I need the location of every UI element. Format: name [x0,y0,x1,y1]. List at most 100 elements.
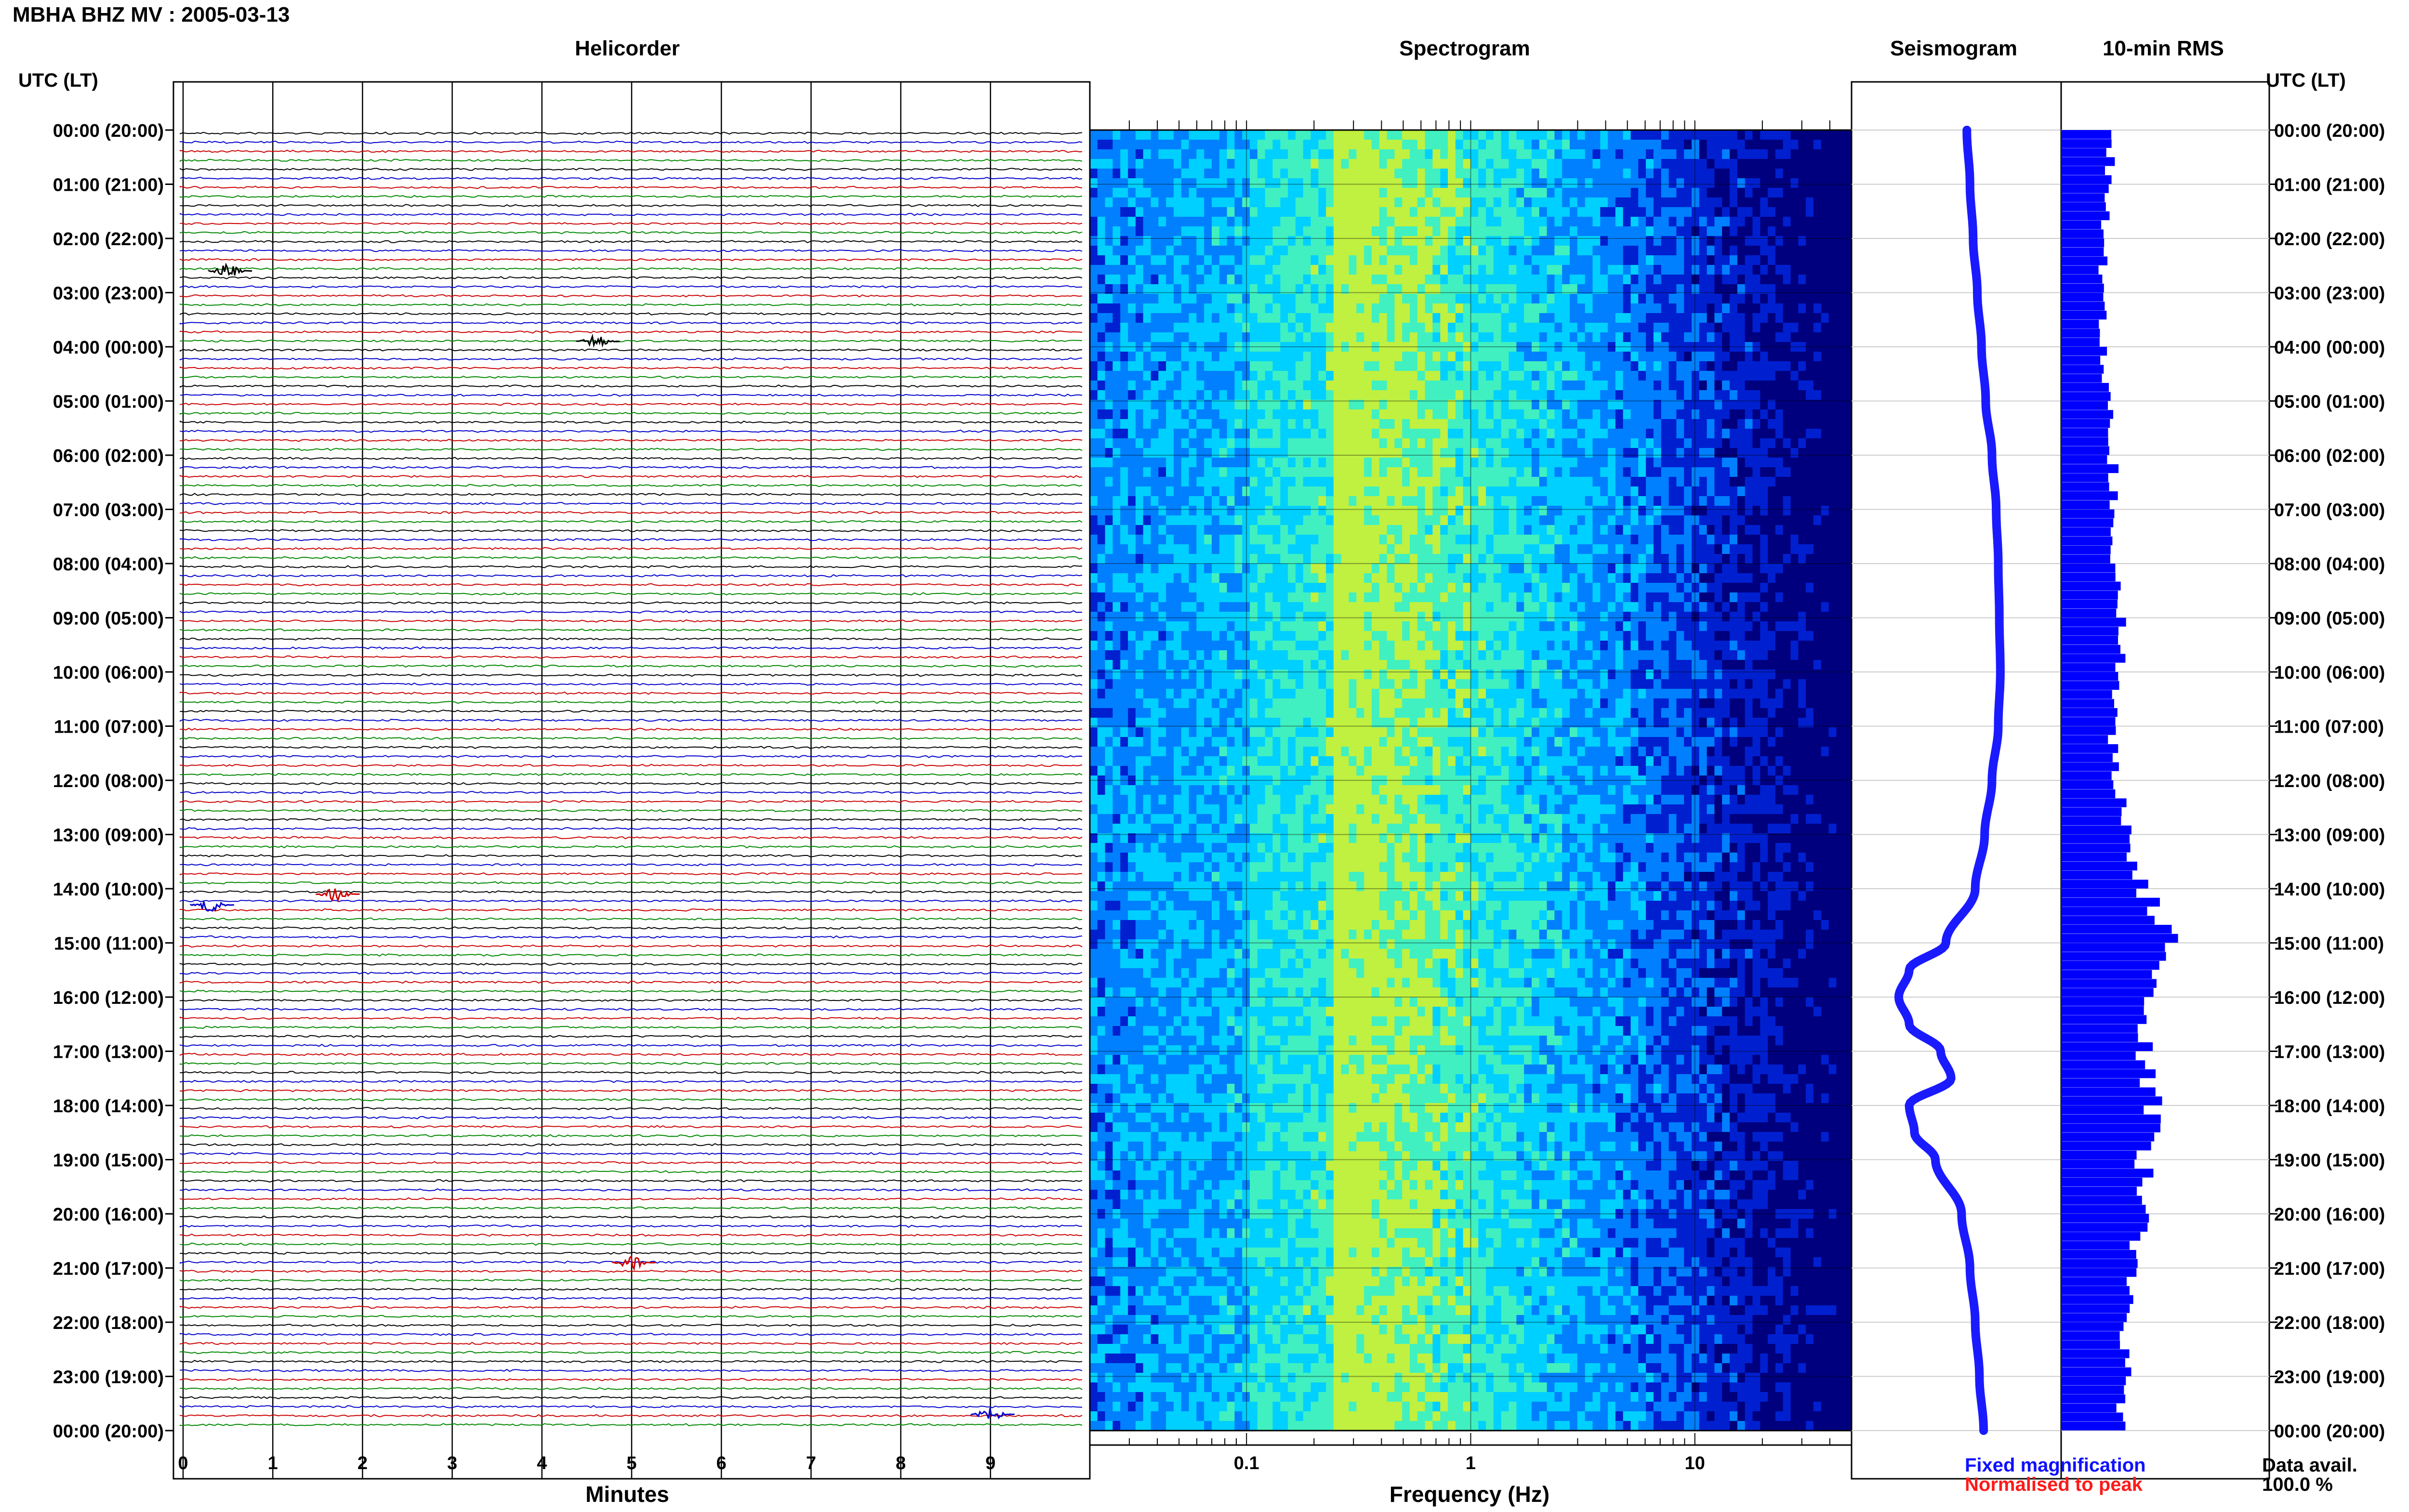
spectrogram-cell [1333,1113,1342,1123]
spectrogram-cell [1265,352,1273,362]
spectrogram-cell [1143,853,1152,863]
spectrogram-cell [1280,361,1288,371]
spectrogram-cell [1196,429,1204,439]
spectrogram-cell [1097,901,1106,911]
spectrogram-cell [1128,1045,1136,1055]
spectrogram-cell [1143,486,1152,497]
spectrogram-cell [1090,1084,1098,1094]
spectrogram-cell [1326,525,1334,535]
spectrogram-cell [1090,265,1098,275]
spectrogram-cell [1196,294,1204,304]
spectrogram-cell [1135,1132,1144,1142]
spectrogram-cell [1242,255,1250,265]
spectrogram-cell [1090,1421,1098,1431]
spectrogram-cell [1242,872,1250,882]
spectrogram-cell [1090,255,1098,265]
spectrogram-cell [1189,670,1197,680]
spectrogram-cell [1219,1421,1228,1431]
helicorder-trace [180,348,1083,352]
spectrogram-cell [1265,1286,1273,1296]
spectrogram-cell [1242,1248,1250,1258]
spectrogram-cell [1272,650,1281,660]
spectrogram-cell [1135,409,1144,420]
spectrogram-cell [1128,188,1136,198]
spectrogram-cell [1097,496,1106,506]
spectrogram-cell [1128,207,1136,217]
spectrogram-cell [1295,670,1304,680]
spectrogram-cell [1204,1392,1212,1402]
spectrogram-cell [1166,698,1174,709]
spectrogram-cell [1166,496,1174,506]
spectrogram-cell [1166,265,1174,275]
spectrogram-cell [1105,197,1113,208]
spectrogram-cell [1310,1045,1319,1055]
spectrogram-cell [1326,987,1334,998]
spectrogram-cell [1135,795,1144,805]
spectrogram-cell [1158,303,1166,314]
spectrogram-cell [1128,1219,1136,1229]
spectrogram-cell [1212,284,1220,294]
spectrogram-cell [1173,323,1182,333]
spectrogram-cell [1143,920,1152,930]
spectrogram-cell [1288,246,1296,256]
spectrogram-cell [1143,795,1152,805]
spectrogram-cell [1128,506,1136,516]
spectrogram-cell [1303,515,1311,526]
spectrogram-cell [1303,959,1311,969]
spectrogram-cell [1333,843,1342,853]
spectrogram-cell [1135,1180,1144,1190]
spectrogram-cell [1265,727,1273,737]
spectrogram-cell [1341,573,1350,583]
spectrogram-cell [1219,458,1228,468]
spectrogram-cell [1288,997,1296,1007]
spectrogram-cell [1310,1016,1319,1026]
spectrogram-cell [1227,708,1235,718]
spectrogram-cell [1189,265,1197,275]
spectrogram-cell [1173,602,1182,612]
spectrogram-cell [1143,602,1152,612]
spectrogram-cell [1288,670,1296,680]
spectrogram-cell [1105,727,1113,737]
spectrogram-cell [1143,1122,1152,1132]
spectrogram-cell [1128,881,1136,892]
spectrogram-cell [1212,776,1220,786]
spectrogram-cell [1318,1402,1326,1412]
spectrogram-cell [1204,891,1212,901]
spectrogram-cell [1234,727,1243,737]
spectrogram-cell [1318,689,1326,699]
spectrogram-cell [1333,477,1342,487]
spectrogram-cell [1234,1411,1243,1421]
spectrogram-cell [1128,1334,1136,1344]
spectrogram-cell [1196,698,1204,709]
spectrogram-cell [1303,1315,1311,1325]
spectrogram-cell [1173,506,1182,516]
spectrogram-cell [1242,438,1250,448]
spectrogram-cell [1333,506,1342,516]
spectrogram-cell [1181,390,1190,400]
spectrogram-cell [1135,352,1144,362]
spectrogram-cell [1128,910,1136,920]
spectrogram-cell [1303,275,1311,285]
spectrogram-cell [1143,525,1152,535]
spectrogram-cell [1158,641,1166,651]
spectrogram-cell [1204,959,1212,969]
spectrogram-cell [1295,785,1304,795]
spectrogram-cell [1090,776,1098,786]
spectrogram-cell [1143,1363,1152,1373]
spectrogram-cell [1341,448,1350,458]
spectrogram-cell [1295,920,1304,930]
spectrogram-cell [1090,361,1098,371]
spectrogram-cell [1189,149,1197,159]
spectrogram-cell [1143,1026,1152,1036]
spectrogram-cell [1303,554,1311,564]
spectrogram-cell [1234,515,1243,526]
spectrogram-cell [1173,718,1182,728]
spectrogram-cell [1120,1267,1128,1277]
spectrogram-cell [1128,862,1136,872]
spectrogram-cell [1212,332,1220,342]
spectrogram-cell [1318,891,1326,901]
spectrogram-cell [1288,525,1296,535]
spectrogram-cell [1173,159,1182,169]
spectrogram-cell [1272,554,1281,564]
spectrogram-cell [1128,438,1136,448]
